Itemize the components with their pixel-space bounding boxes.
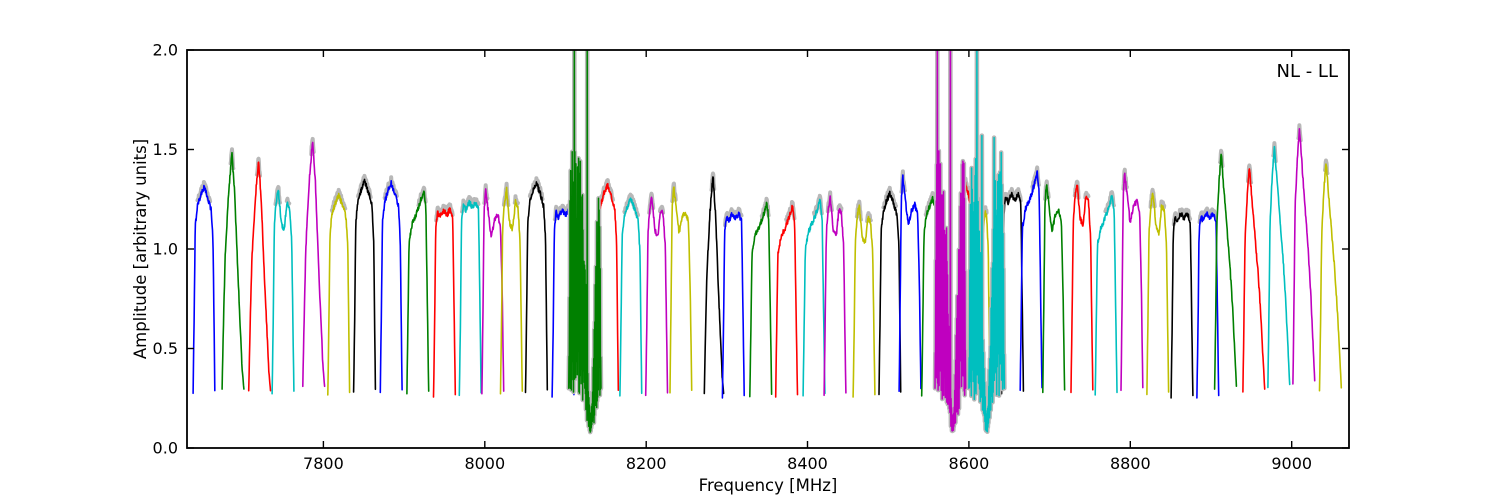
band-error-envelope [460,195,481,214]
band-curve [1070,184,1094,394]
band-error-envelope [284,196,292,206]
band-curve [524,181,549,394]
x-tick-label: 8800 [1110,454,1151,473]
band-curve [1196,211,1220,399]
band-curve [481,188,505,395]
band-error-envelope [512,194,520,206]
band-curve [878,190,902,396]
band-curve [748,201,773,398]
band-curve [1318,163,1343,392]
axes-frame-and-ticks: 7800 8000 8200 8400 8600 8800 9000 0.0 0.5 1.0 1.5… [153,41,1350,473]
band-curve [823,195,847,397]
y-tick-label: 0.0 [153,439,178,458]
x-tick-label: 8000 [464,454,505,473]
band-curve [458,199,482,397]
y-tick-label: 0.5 [153,339,178,358]
band-curve [1019,170,1043,392]
band-curve [1292,128,1316,385]
x-tick-label: 7800 [303,454,344,473]
y-axis-label: Amplitude [arbitrary units] [131,139,150,359]
band-curve [669,186,693,394]
band-curve [247,161,272,392]
x-tick-label: 8600 [949,454,990,473]
band-curve [1042,184,1066,394]
band-curve [852,204,876,398]
band-curve [1267,145,1291,389]
band-curve [774,204,799,398]
band-error-envelope [1171,207,1193,227]
band-curve [221,151,245,390]
band-curve [499,186,524,395]
band-curve [1120,172,1144,392]
band-error-envelope [1083,190,1091,200]
x-tick-label: 9000 [1271,454,1312,473]
band-curve [1094,194,1118,396]
rfi-band-curve [567,50,602,433]
y-tick-label: 1.0 [153,240,178,259]
x-axis-label: Frequency [MHz] [699,476,838,495]
band-curve [352,178,377,393]
band-curve [432,207,457,398]
band-curve [326,192,351,396]
band-curve [703,176,725,395]
band-error-envelope [658,204,666,215]
baseline-annotation: NL - LL [1277,61,1339,82]
rfi-band-curve [934,50,967,432]
x-tick-label: 8400 [787,454,828,473]
band-curve [721,211,746,399]
x-tick-label: 8200 [626,454,667,473]
band-curve [619,197,643,397]
band-curve [1213,153,1238,390]
rfi-band-curve [968,50,1006,433]
band-curve [301,141,326,388]
plot-frame [186,49,1350,449]
bandpass-curves [192,50,1343,435]
y-tick-label: 1.5 [153,140,178,159]
band-curve [192,184,216,395]
band-error-envelope [329,187,348,213]
band-curve [1170,212,1194,399]
band-error-envelope [527,176,545,202]
band-curve [898,174,922,393]
band-curve [406,190,430,395]
band-curve [1242,168,1266,393]
band-curve [1000,191,1025,395]
band-curve [271,189,295,395]
band-curve [1146,192,1170,396]
band-curve [644,196,669,397]
band-curve [802,198,826,397]
band-error-envelope [836,203,844,213]
y-tick-label: 2.0 [153,41,178,60]
band-curve [379,180,403,394]
